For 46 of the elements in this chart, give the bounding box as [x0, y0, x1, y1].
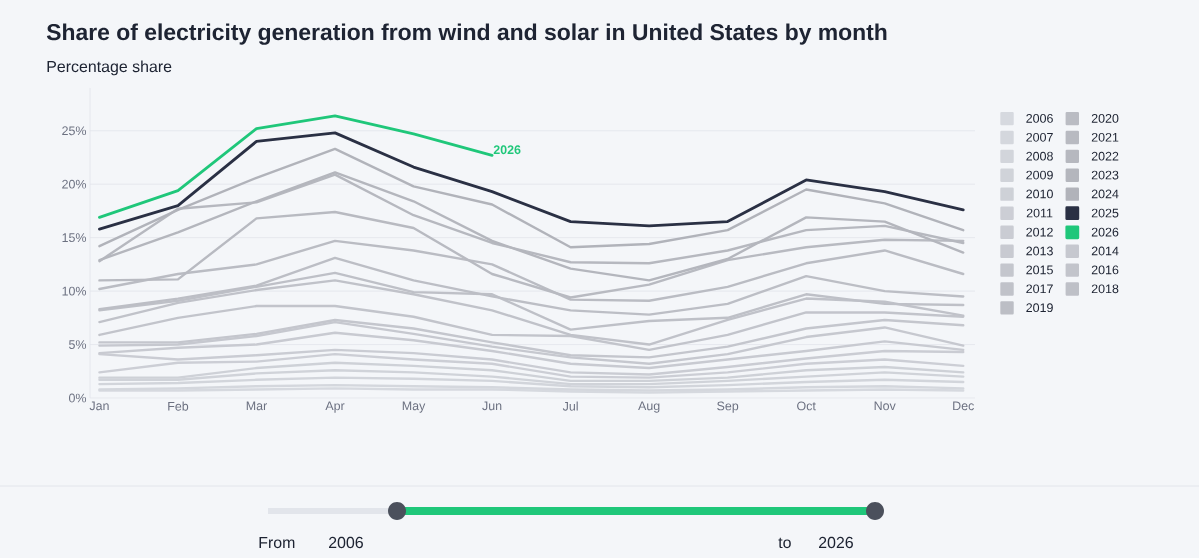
x-tick-label: Jan: [89, 401, 109, 411]
legend-label: 2018: [1091, 284, 1119, 294]
legend-label: 2007: [1026, 132, 1053, 142]
legend-label: 2026: [1091, 227, 1119, 237]
x-tick-label: Jul: [562, 401, 578, 411]
legend-label: 2012: [1026, 227, 1053, 237]
legend-label: 2015: [1026, 265, 1053, 275]
legend-label: 2011: [1026, 208, 1053, 218]
y-tick-label: 0%: [68, 393, 87, 403]
legend-label: 2021: [1091, 132, 1119, 142]
legend-label: 2006: [1026, 113, 1053, 123]
legend-label: 2014: [1091, 246, 1119, 256]
legend-label: 2025: [1091, 208, 1119, 218]
legend-label: 2008: [1026, 151, 1053, 161]
x-tick-label: Nov: [874, 401, 896, 411]
legend-label: 2023: [1091, 170, 1119, 180]
y-tick-label: 5%: [68, 340, 87, 349]
text: 2026: [493, 145, 521, 155]
y-tick-label: 10%: [62, 286, 87, 296]
legend-label: 2013: [1026, 246, 1053, 256]
legend-label: 2022: [1091, 151, 1119, 161]
x-tick-label: Apr: [325, 401, 345, 413]
legend-label: 2017: [1026, 284, 1053, 294]
x-tick-label: Mar: [246, 401, 267, 411]
x-tick-label: Oct: [797, 401, 816, 411]
legend-label: 2009: [1026, 170, 1053, 180]
text: to: [778, 537, 791, 549]
text: 2026: [819, 536, 853, 549]
legend-label: 2019: [1026, 303, 1053, 313]
text: From: [259, 537, 295, 549]
x-tick-label: Jun: [482, 401, 502, 411]
legend-label: 2010: [1026, 189, 1053, 199]
text: 2006: [329, 536, 363, 549]
y-tick-label: 15%: [62, 233, 87, 243]
chart-subtitle: Percentage share: [47, 60, 172, 76]
x-tick-label: Sep: [717, 401, 739, 413]
x-tick-label: Feb: [168, 401, 189, 411]
legend-label: 2024: [1091, 189, 1119, 199]
y-tick-label: 25%: [62, 126, 87, 136]
x-tick-label: Dec: [953, 401, 974, 411]
legend-label: 2016: [1091, 265, 1119, 275]
chart-title: Share of electricity generation from wind and solar in United States by month: [46, 23, 887, 45]
x-tick-label: Aug: [638, 401, 660, 413]
x-tick-label: May: [402, 401, 426, 413]
legend-label: 2020: [1091, 113, 1119, 123]
y-tick-label: 20%: [62, 179, 87, 189]
